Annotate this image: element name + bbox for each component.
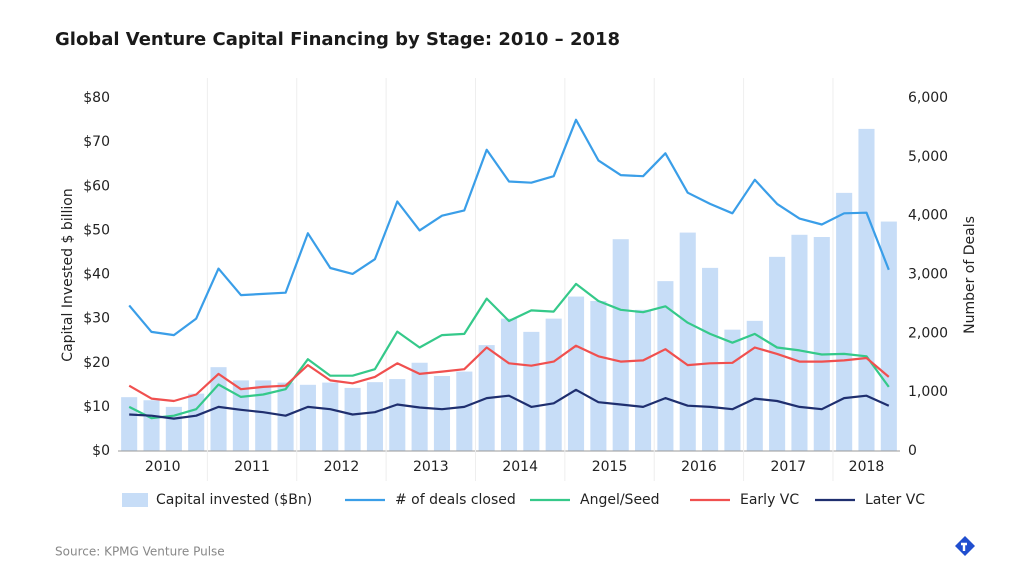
legend-label: Early VC <box>740 492 799 508</box>
bar <box>746 320 763 451</box>
y2-tick-label: 5,000 <box>908 149 948 165</box>
bar <box>545 318 562 451</box>
legend-swatch <box>122 493 148 507</box>
x-tick-label: 2015 <box>592 459 628 475</box>
bar <box>679 232 696 451</box>
bar <box>255 380 272 451</box>
bar <box>344 387 361 451</box>
x-tick-label: 2017 <box>770 459 806 475</box>
x-tick-label: 2018 <box>849 459 885 475</box>
x-tick-label: 2012 <box>324 459 360 475</box>
x-tick-label: 2016 <box>681 459 717 475</box>
chart-title: Global Venture Capital Financing by Stag… <box>55 29 620 50</box>
y-tick-label: $70 <box>83 134 110 150</box>
bar <box>299 384 316 451</box>
y2-tick-label: 2,000 <box>908 325 948 341</box>
bar <box>858 128 875 451</box>
bar <box>702 267 719 451</box>
bar <box>389 379 406 451</box>
y2-axis-label: Number of Deals <box>962 216 978 334</box>
y-tick-label: $60 <box>83 178 110 194</box>
y-tick-label: $80 <box>83 90 110 106</box>
line-series <box>129 388 890 420</box>
bar <box>232 380 249 451</box>
bar <box>121 397 138 451</box>
y-tick-label: $40 <box>83 267 110 283</box>
bar <box>791 234 808 451</box>
line-series <box>128 282 890 420</box>
x-tick-label: 2010 <box>145 459 181 475</box>
bar <box>590 300 607 451</box>
bar <box>433 375 451 451</box>
bar <box>612 239 629 451</box>
legend-label: Angel/Seed <box>580 492 660 508</box>
logo <box>955 536 975 556</box>
y-tick-label: $50 <box>83 222 110 238</box>
y-tick-label: $0 <box>92 443 110 459</box>
bar <box>500 318 518 451</box>
bar <box>366 382 383 451</box>
bar <box>456 371 473 451</box>
y2-tick-label: 6,000 <box>908 90 948 106</box>
line-series <box>128 118 890 337</box>
bar <box>277 382 294 451</box>
x-tick-label: 2011 <box>234 459 270 475</box>
bar <box>567 296 585 451</box>
bar <box>836 192 853 451</box>
y2-tick-label: 0 <box>908 443 917 459</box>
bar <box>188 393 205 451</box>
bar <box>657 281 674 451</box>
bar <box>635 309 652 451</box>
bar <box>813 236 830 451</box>
y-tick-label: $30 <box>83 311 110 327</box>
y-axis-label: Capital Invested $ billion <box>60 188 76 361</box>
source-note: Source: KPMG Venture Pulse <box>55 545 225 559</box>
bar <box>724 329 741 451</box>
bar <box>143 400 160 451</box>
bar <box>880 221 897 451</box>
legend-label: Capital invested ($Bn) <box>156 492 312 508</box>
legend-label: Later VC <box>865 492 925 508</box>
y-tick-label: $20 <box>83 355 110 371</box>
x-tick-label: 2013 <box>413 459 449 475</box>
x-tick-label: 2014 <box>502 459 538 475</box>
y2-tick-label: 1,000 <box>908 384 948 400</box>
y-tick-label: $10 <box>83 399 110 415</box>
legend-label: # of deals closed <box>395 492 516 508</box>
bar <box>322 382 339 451</box>
y2-tick-label: 4,000 <box>908 208 948 224</box>
bar <box>523 331 540 451</box>
line-series <box>128 344 890 403</box>
y2-tick-label: 3,000 <box>908 267 948 283</box>
